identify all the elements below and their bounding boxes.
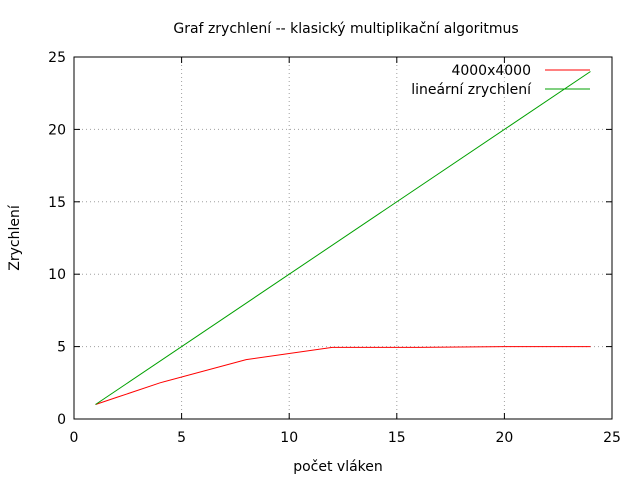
- y-tick-label: 5: [57, 340, 66, 356]
- series-line-1: [95, 346, 591, 405]
- x-tick-label: 20: [495, 430, 513, 446]
- x-tick-label: 5: [177, 430, 186, 446]
- x-tick-label: 25: [603, 430, 621, 446]
- y-tick-label: 15: [48, 195, 66, 211]
- series-line-2: [95, 71, 591, 405]
- legend-label: lineární zrychlení: [411, 82, 532, 98]
- y-axis-label: Zrychlení: [7, 204, 23, 271]
- y-tick-label: 20: [48, 122, 66, 138]
- y-tick-label: 0: [57, 412, 66, 428]
- y-tick-label: 25: [48, 50, 66, 66]
- legend-label: 4000x4000: [451, 63, 531, 79]
- chart-title: Graf zrychlení -- klasický multiplikační…: [173, 21, 518, 37]
- series-layer: [95, 71, 591, 405]
- x-tick-label: 15: [388, 430, 406, 446]
- y-tick-label: 10: [48, 267, 66, 283]
- plot-frame: [73, 56, 613, 420]
- legend: 4000x4000 lineární zrychlení: [411, 63, 590, 98]
- x-axis-label: počet vláken: [293, 459, 383, 475]
- x-tick-label: 10: [280, 430, 298, 446]
- x-tick-label: 0: [70, 430, 79, 446]
